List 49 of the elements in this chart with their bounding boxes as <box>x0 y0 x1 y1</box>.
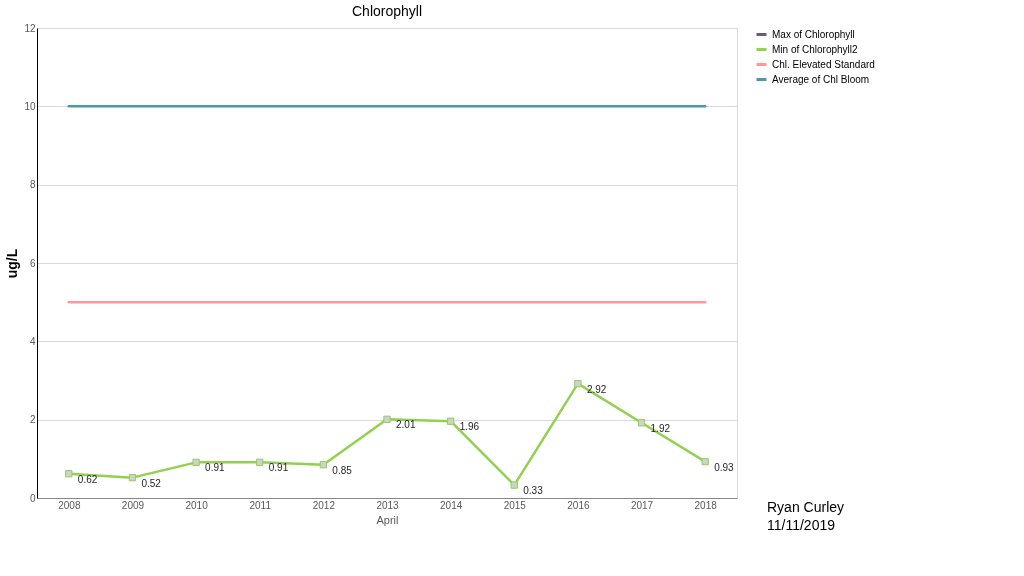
point <box>637 419 646 427</box>
x-tick-label: 2017 <box>630 499 654 511</box>
point <box>510 481 518 489</box>
x-axis-title: April <box>376 513 399 526</box>
y-tick-label: 10 <box>24 100 36 112</box>
y-tick-label: 4 <box>29 335 36 347</box>
data-label: 0.33 <box>523 485 544 497</box>
data-label: 2.01 <box>396 419 416 431</box>
x-tick-label: 2016 <box>567 499 590 511</box>
x-tick-label: 2018 <box>694 499 718 511</box>
legend-label: Min of Chlorophyll2 <box>772 43 859 55</box>
point <box>383 415 391 423</box>
x-tick-label: 2014 <box>440 499 463 511</box>
point <box>128 473 137 482</box>
y-tick-label: 0 <box>29 492 36 504</box>
legend-label: Max of Chlorophyll <box>772 28 855 40</box>
data-label: 0.93 <box>714 461 735 473</box>
point <box>446 417 455 425</box>
data-label: 1.92 <box>650 422 671 434</box>
y-tick-label: 12 <box>24 22 36 34</box>
x-tick-label: 2008 <box>58 499 81 511</box>
x-tick-label: 2013 <box>376 499 400 511</box>
x-tick-label: 2015 <box>503 499 527 511</box>
data-label: 0.91 <box>268 462 289 474</box>
data-label: 0.62 <box>77 473 98 485</box>
text: Ryan Curley <box>767 499 845 515</box>
point <box>256 458 264 467</box>
legend-label: Chl. Elevated Standard <box>772 58 875 70</box>
y-tick-label: 2 <box>29 414 36 426</box>
chart-title: Chlorophyll <box>351 3 423 19</box>
point <box>574 379 582 388</box>
legend-label: Average of Chl Bloom <box>772 73 870 85</box>
point <box>65 470 73 478</box>
x-tick-label: 2011 <box>249 499 272 511</box>
data-label: 0.85 <box>332 464 353 476</box>
y-tick-label: 8 <box>29 179 36 191</box>
data-label: 0.91 <box>205 462 225 474</box>
data-label: 0.52 <box>141 477 162 489</box>
x-tick-label: 2010 <box>185 499 209 511</box>
point <box>192 458 200 467</box>
x-tick-label: 2012 <box>312 499 336 511</box>
point <box>701 457 709 466</box>
text: 11/11/2019 <box>767 517 836 533</box>
x-tick-label: 2009 <box>121 499 145 511</box>
data-label: 2.92 <box>586 383 607 395</box>
data-label: 1.96 <box>459 421 480 433</box>
point <box>319 461 328 469</box>
y-axis-title: ug/L <box>4 248 21 279</box>
y-tick-label: 6 <box>29 257 36 269</box>
